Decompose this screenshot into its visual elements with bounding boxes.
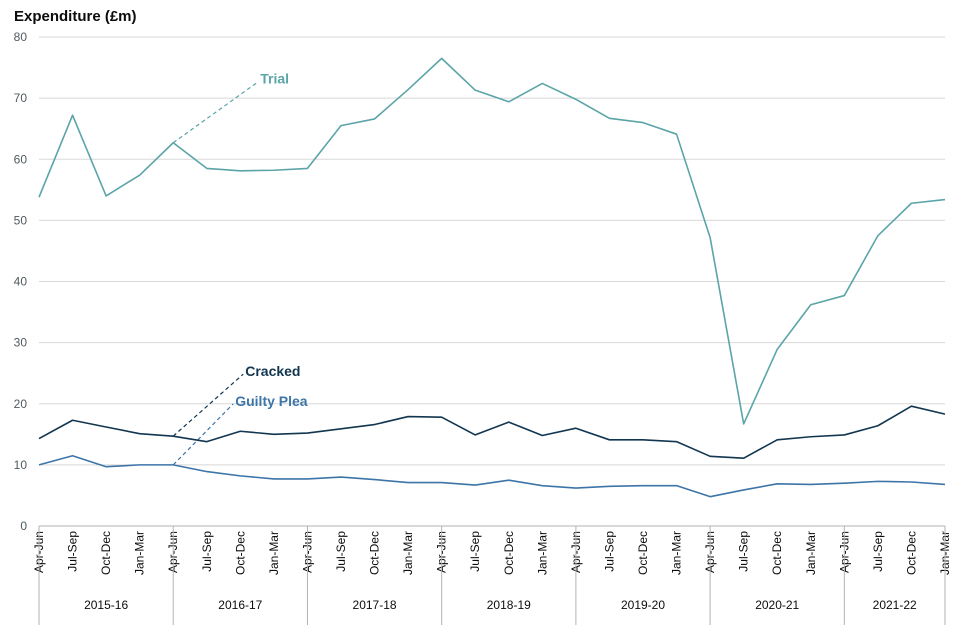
x-tick-label: Jan-Mar [401,531,415,575]
series-label: Trial [260,71,289,87]
x-tick-label: Oct-Dec [770,531,784,575]
year-label: 2021-22 [873,598,917,612]
year-label: 2016-17 [218,598,262,612]
x-tick-label: Jan-Mar [804,531,818,575]
y-tick-label: 50 [14,213,28,227]
x-tick-label: Oct-Dec [99,531,113,575]
x-tick-label: Jan-Mar [267,531,281,575]
y-tick-label: 10 [14,458,28,472]
series-line-cracked [38,405,946,459]
series-label: Cracked [245,363,300,379]
y-tick-label: 30 [14,336,28,350]
year-label: 2017-18 [353,598,397,612]
x-tick-label: Jul-Sep [200,531,214,572]
y-tick-label: 40 [14,275,28,289]
series-line-trial [38,57,946,425]
year-label: 2019-20 [621,598,665,612]
series-label-leader [172,373,244,437]
gridlines [39,36,945,466]
x-tick-label: Jul-Sep [468,531,482,572]
x-tick-label: Jan-Mar [535,531,549,575]
series-label-leader [172,403,234,466]
series-lines [38,57,946,498]
series-label-leaders [172,81,259,466]
series-label: Guilty Plea [235,393,308,409]
x-tick-label: Oct-Dec [904,531,918,575]
x-tick-label: Jan-Mar [670,531,684,575]
y-tick-label: 60 [14,152,28,166]
x-tick-label: Jul-Sep [871,531,885,572]
x-tick-label: Oct-Dec [636,531,650,575]
series-labels: Trial Cracked Guilty Plea [235,71,308,409]
x-tick-label: Jan-Mar [133,531,147,575]
x-axis: Apr-Jun Jul-Sep Oct-Dec Jan-Mar Apr-Jun Jul-S… [32,525,952,625]
x-tick-label: Jul-Sep [334,531,348,572]
year-label: 2018-19 [487,598,531,612]
y-tick-label: 70 [14,91,28,105]
x-tick-label: Jul-Sep [602,531,616,572]
y-tick-label: 80 [14,30,28,44]
series-line-guilty-plea [38,454,946,498]
series-label-leader [172,81,259,144]
y-tick-label: 0 [20,519,27,533]
x-tick-label: Oct-Dec [368,531,382,575]
y-tick-label: 20 [14,397,28,411]
x-tick-label: Jul-Sep [66,531,80,572]
x-tick-label: Oct-Dec [502,531,516,575]
x-tick-label: Jul-Sep [737,531,751,572]
year-label: 2020-21 [755,598,799,612]
y-axis-title: Expenditure (£m) [14,8,137,25]
y-axis-ticks: 0 10 20 30 40 50 60 70 80 [14,30,28,533]
x-tick-label: Oct-Dec [233,531,247,575]
year-label: 2015-16 [84,598,128,612]
